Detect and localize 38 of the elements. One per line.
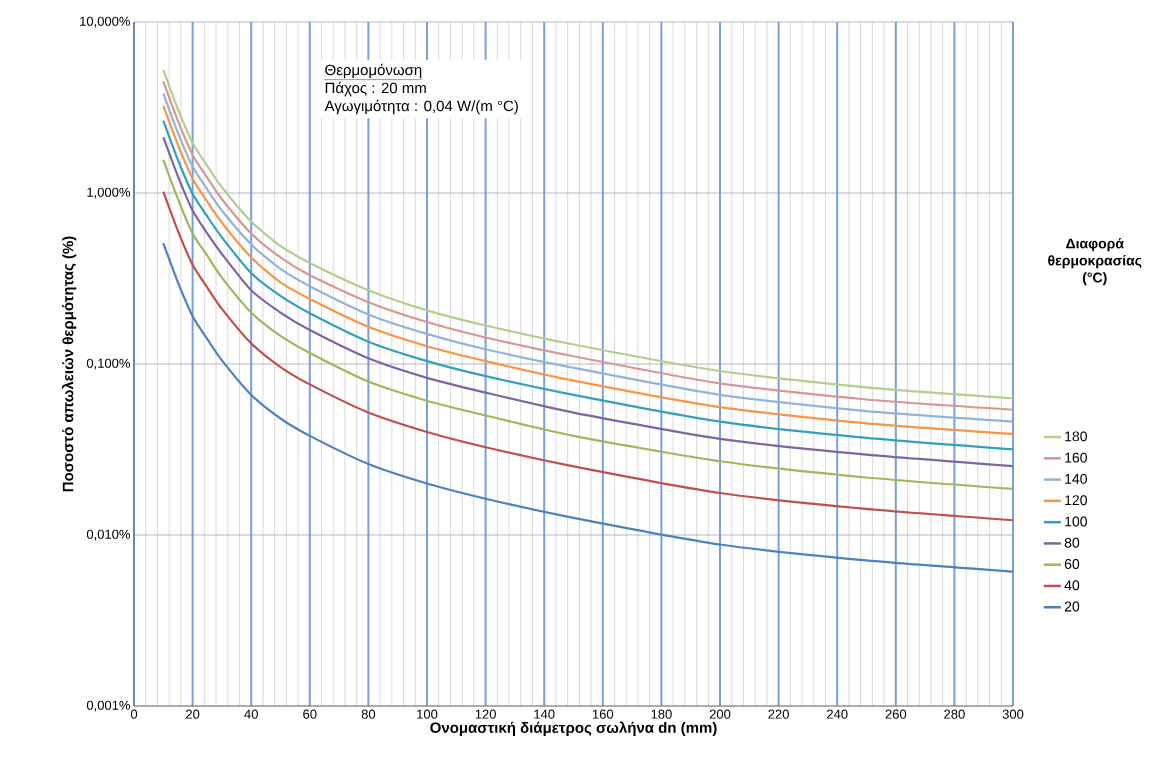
x-tick-label: 180: [651, 709, 672, 719]
line-series: [162, 190, 1013, 522]
legend-title: Διαφορά θερμοκρασίας (°C): [1048, 238, 1142, 286]
y-tick-label: 0,001%: [86, 700, 131, 712]
x-tick-label: 220: [768, 709, 789, 719]
x-tick-label: 240: [827, 709, 848, 719]
legend-label: 100: [1065, 516, 1087, 527]
legend-label: 20: [1064, 601, 1080, 612]
legend-label: 40: [1064, 580, 1080, 591]
x-tick-label: 200: [709, 709, 731, 719]
y-tick-label: 1,000%: [87, 187, 131, 199]
x-tick-label: 260: [885, 709, 907, 719]
x-tick-label: 300: [1002, 709, 1024, 719]
x-tick-label: 120: [475, 709, 496, 719]
x-tick-label: 140: [534, 709, 555, 719]
x-tick-label: 40: [244, 709, 258, 719]
annotation: Πάχος : 20 mm: [325, 81, 426, 97]
x-tick-label: 20: [186, 709, 200, 719]
legend-label: 140: [1065, 473, 1087, 484]
x-tick-label: 60: [303, 709, 317, 719]
annotation: Θερμομόνωση: [325, 63, 422, 79]
x-axis-title: Ονομαστική διάμετρος σωλήνα dn (mm): [430, 721, 717, 736]
line-series: [162, 241, 1013, 573]
x-tick-label: 100: [417, 709, 438, 719]
x-tick-label: 0: [130, 709, 138, 719]
legend-label: 160: [1065, 452, 1087, 463]
y-tick-label: 0,100%: [86, 358, 131, 370]
legend-label: 80: [1064, 537, 1080, 548]
y-axis-title: Ποσοστό απωλειών θερμότητας (%): [61, 236, 77, 492]
x-tick-label: 160: [592, 709, 614, 719]
y-tick-label: 0,010%: [86, 529, 131, 541]
x-tick-label: 80: [361, 709, 376, 719]
annotation: Αγωγιμότητα : 0,04 W/(m °C): [324, 99, 518, 115]
legend-label: 180: [1065, 431, 1087, 442]
x-tick-label: 280: [944, 709, 965, 719]
legend-label: 120: [1065, 495, 1087, 506]
y-tick-label: 10,000%: [80, 16, 130, 28]
legend-label: 60: [1064, 559, 1080, 569]
